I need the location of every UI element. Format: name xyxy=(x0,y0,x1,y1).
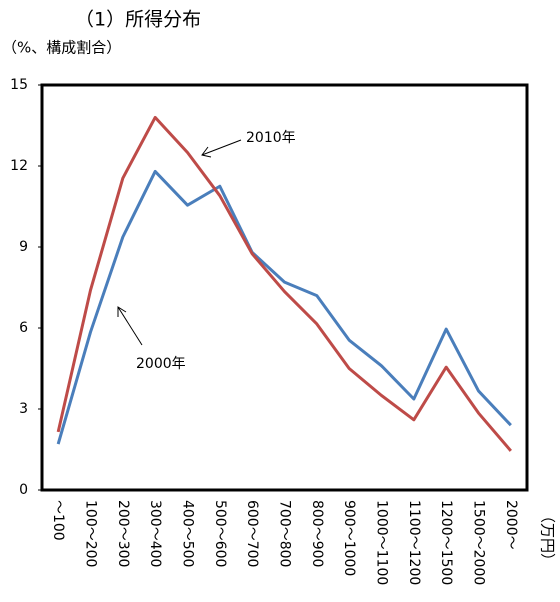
x-tick-label: 800～900 xyxy=(309,500,325,567)
x-tick-label: ～100 xyxy=(50,500,66,541)
x-tick-label: 600～700 xyxy=(244,500,260,567)
series-line xyxy=(56,115,512,452)
annotation-2000: 2000年 xyxy=(136,356,186,372)
y-tick-label: 15 xyxy=(10,77,28,93)
x-tick-label: 1000～1100 xyxy=(374,500,390,585)
x-tick-label: 1200～1500 xyxy=(438,500,454,585)
x-tick-label: 700～800 xyxy=(277,500,293,567)
x-tick-label: 100～200 xyxy=(83,500,99,567)
y-tick-label: 0 xyxy=(19,482,28,498)
x-tick-label: 300～400 xyxy=(147,500,163,567)
x-axis-label: （万円） xyxy=(539,508,557,568)
plot-frame xyxy=(40,83,529,492)
arrowhead-2010 xyxy=(201,146,212,158)
y-tick-label: 9 xyxy=(19,239,28,255)
arrowhead-2000 xyxy=(117,306,127,317)
y-tick-label: 3 xyxy=(19,401,28,417)
chart-title: （1）所得分布 xyxy=(75,9,201,31)
x-tick-label: 900～1000 xyxy=(341,500,357,576)
y-tick-label: 12 xyxy=(10,158,28,174)
x-tick-label: 2000～ xyxy=(503,500,519,550)
x-tick-label: 1100～1200 xyxy=(406,500,422,585)
series-line xyxy=(56,169,512,445)
arrow-2000 xyxy=(117,306,143,346)
x-tick-label: 400～500 xyxy=(180,500,196,567)
annotation-2010: 2010年 xyxy=(246,130,296,146)
x-tick-label: 200～300 xyxy=(115,500,131,567)
x-tick-label: 500～600 xyxy=(212,500,228,567)
y-tick-label: 6 xyxy=(19,320,28,336)
x-tick-label: 1500～2000 xyxy=(471,500,487,585)
arrow-2010 xyxy=(201,139,242,156)
y-axis-label: （%、構成割合） xyxy=(2,39,121,57)
